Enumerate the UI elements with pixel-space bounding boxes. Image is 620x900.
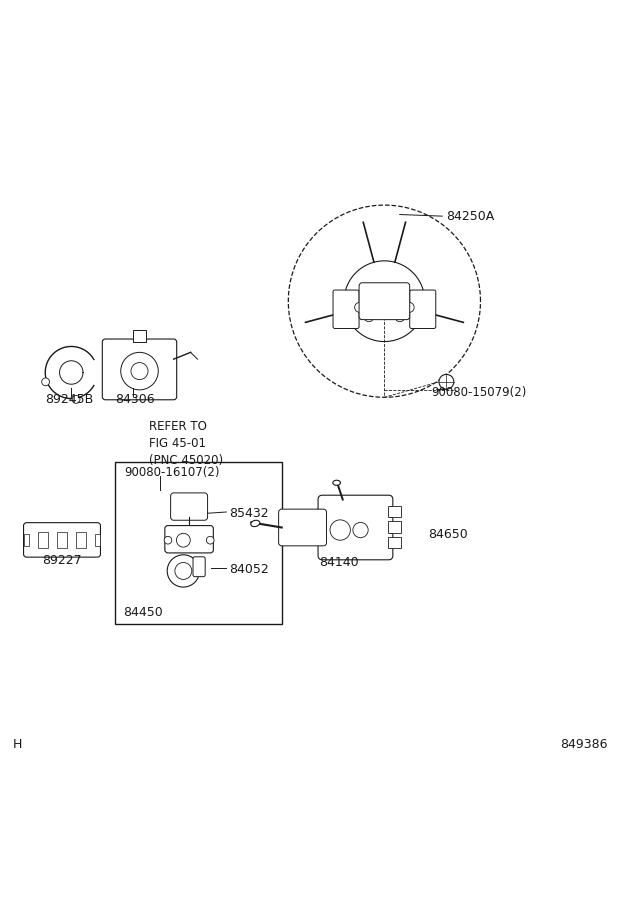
FancyBboxPatch shape [318, 495, 393, 560]
Text: 84650: 84650 [428, 528, 467, 542]
Text: 89245B: 89245B [45, 392, 93, 406]
Circle shape [368, 285, 401, 318]
FancyBboxPatch shape [24, 523, 100, 557]
Text: H: H [12, 738, 22, 751]
FancyBboxPatch shape [359, 283, 410, 320]
Text: REFER TO
FIG 45-01
(PNC 45020): REFER TO FIG 45-01 (PNC 45020) [149, 420, 223, 467]
Bar [95, 534, 100, 545]
Bar [76, 532, 86, 548]
Circle shape [164, 536, 172, 544]
Circle shape [330, 520, 350, 540]
Circle shape [395, 311, 405, 321]
Circle shape [131, 363, 148, 380]
FancyBboxPatch shape [165, 526, 213, 553]
Text: 90080-16107(2): 90080-16107(2) [124, 466, 219, 480]
Circle shape [72, 395, 80, 403]
FancyBboxPatch shape [170, 493, 208, 520]
Circle shape [177, 534, 190, 547]
Circle shape [439, 374, 454, 389]
FancyBboxPatch shape [278, 509, 327, 546]
Bar [389, 536, 401, 548]
FancyBboxPatch shape [102, 339, 177, 400]
Circle shape [364, 284, 374, 293]
FancyBboxPatch shape [333, 290, 359, 328]
Circle shape [206, 536, 214, 544]
Bar [57, 532, 67, 548]
Text: 849386: 849386 [560, 738, 608, 751]
Ellipse shape [251, 520, 260, 526]
Bar [389, 506, 401, 518]
Circle shape [353, 522, 368, 537]
Circle shape [404, 302, 414, 312]
Text: 89227: 89227 [42, 554, 82, 567]
FancyBboxPatch shape [410, 290, 436, 328]
Circle shape [395, 284, 405, 293]
Circle shape [364, 311, 374, 321]
Bar [38, 532, 48, 548]
Text: 84250A: 84250A [446, 210, 495, 223]
Bar [24, 534, 29, 545]
Text: 90080-15079(2): 90080-15079(2) [431, 386, 526, 399]
Text: 84140: 84140 [319, 556, 359, 570]
Circle shape [42, 378, 50, 386]
Bar [115, 463, 282, 624]
Bar [389, 521, 401, 533]
Ellipse shape [333, 481, 340, 485]
Circle shape [121, 352, 158, 390]
Circle shape [167, 554, 200, 587]
Text: 84306: 84306 [115, 392, 154, 406]
Bar [133, 330, 146, 342]
Text: 85432: 85432 [229, 507, 269, 519]
FancyBboxPatch shape [193, 557, 205, 577]
Text: 84052: 84052 [229, 562, 269, 575]
Circle shape [175, 562, 192, 580]
Circle shape [355, 302, 365, 312]
Text: 84450: 84450 [123, 606, 162, 619]
